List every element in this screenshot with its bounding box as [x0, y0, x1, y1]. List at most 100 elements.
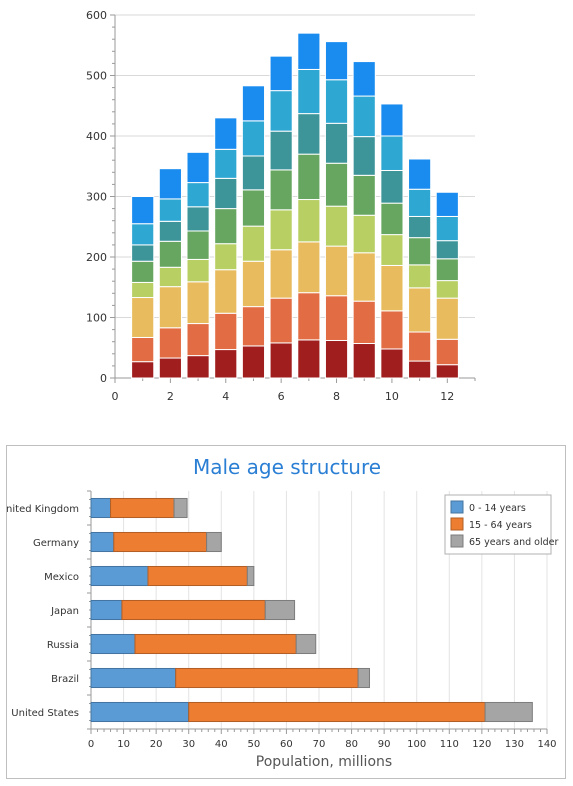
- bar-segment: [110, 497, 175, 519]
- x-tick-label: 110: [440, 739, 459, 750]
- bar-segment: [269, 55, 293, 92]
- bar-segment: [90, 497, 112, 519]
- bar-segment: [158, 240, 182, 268]
- x-tick-label: 120: [472, 739, 491, 750]
- bar-segment: [214, 312, 238, 351]
- bar-segment: [324, 122, 349, 164]
- x-tick-label: 0: [88, 739, 94, 750]
- y-tick-label: 400: [86, 130, 107, 143]
- bar-segment: [158, 198, 182, 222]
- bar-segment: [408, 287, 432, 333]
- x-axis-title: Population, millions: [256, 754, 392, 770]
- x-tick-label: 30: [182, 739, 195, 750]
- bar-segment: [435, 191, 459, 217]
- y-tick-label: 300: [86, 191, 107, 204]
- category-label: Japan: [50, 606, 79, 617]
- bar-segment: [186, 323, 210, 357]
- x-tick-label: 100: [407, 739, 426, 750]
- bar-segment: [435, 240, 459, 260]
- bar-segment: [214, 177, 238, 210]
- bar-segment: [408, 360, 432, 379]
- bar-segment: [158, 266, 182, 288]
- category-label: Mexico: [44, 572, 79, 583]
- bar-segment: [435, 338, 459, 366]
- bar-segment: [435, 215, 459, 242]
- bar-segment: [408, 237, 432, 266]
- bar-segment: [352, 214, 376, 254]
- bar-segment: [241, 85, 266, 122]
- x-tick-label: 50: [247, 739, 260, 750]
- bar-segment: [352, 343, 376, 379]
- x-tick-label: 8: [333, 390, 340, 403]
- bar-segment: [131, 336, 155, 363]
- bar-segment: [269, 130, 293, 171]
- bar-segment: [186, 182, 210, 208]
- bar-segment: [131, 281, 155, 299]
- bar-segment: [131, 196, 155, 225]
- horizontal-stacked-bar-chart: Male age structure 0 10 20 30 40 50 60 70 80 90 100…: [7, 455, 558, 770]
- bar-segment: [90, 667, 177, 689]
- bar-segment: [484, 701, 533, 723]
- bar-segment: [352, 136, 376, 176]
- x-tick-label: 6: [278, 390, 285, 403]
- y-tick-label: 200: [86, 251, 107, 264]
- legend-label: 65 years and older: [469, 537, 558, 548]
- legend-swatch: [450, 534, 464, 548]
- bar-segment: [269, 90, 293, 132]
- bar-segment: [241, 260, 266, 308]
- category-label: United States: [11, 708, 79, 719]
- category-label: Germany: [33, 538, 79, 549]
- bar-segment: [188, 701, 486, 723]
- y-tick-label: 600: [86, 9, 107, 22]
- bar-segment: [131, 244, 155, 262]
- bar-segment: [380, 202, 404, 236]
- bar-segment: [324, 162, 349, 207]
- x-tick-label: 60: [280, 739, 293, 750]
- y-tick-label: 0: [100, 372, 107, 385]
- y-tick-label: 100: [86, 312, 107, 325]
- chart-title: Male age structure: [193, 455, 381, 479]
- bar-segment: [295, 633, 317, 655]
- bar-segment: [134, 633, 297, 655]
- bar-segment: [297, 339, 321, 379]
- bar-segment: [269, 169, 293, 211]
- bar-segment: [158, 168, 182, 200]
- bar-segment: [186, 355, 210, 379]
- bar-segment: [324, 245, 349, 297]
- bar-segment: [90, 565, 149, 587]
- bar-segment: [357, 667, 370, 689]
- bar-segment: [158, 220, 182, 242]
- bar-segment: [352, 95, 376, 138]
- bar-segment: [186, 151, 210, 184]
- bar-segment: [158, 357, 182, 379]
- bar-segment: [297, 292, 321, 341]
- legend-swatch: [450, 500, 464, 514]
- bar-segment: [297, 113, 321, 155]
- bar-segment: [297, 199, 321, 243]
- bar-segment: [241, 120, 266, 157]
- legend-label: 0 - 14 years: [469, 503, 526, 514]
- bar-segment: [352, 300, 376, 345]
- bar-segment: [269, 297, 293, 344]
- x-tick-label: 90: [378, 739, 391, 750]
- category-label: United Kingdom: [7, 504, 79, 515]
- bar-segment: [90, 599, 123, 621]
- bar-segment: [214, 148, 238, 179]
- bar-segment: [435, 280, 459, 299]
- x-tick-label: 140: [537, 739, 556, 750]
- male-age-structure-panel: Male age structure 0 10 20 30 40 50 60 70 80 90 100…: [6, 445, 566, 779]
- bar-segment: [214, 243, 238, 271]
- bar-segment: [264, 599, 296, 621]
- bar-segment: [214, 208, 238, 245]
- bar-segment: [113, 531, 208, 553]
- x-tick-label: 20: [150, 739, 163, 750]
- category-label: Brazil: [51, 674, 79, 685]
- bar-segment: [380, 310, 404, 350]
- bar-segment: [297, 68, 321, 115]
- bar-segment: [241, 306, 266, 347]
- bar-segment: [90, 633, 136, 655]
- bar-segment: [269, 342, 293, 379]
- bar-segment: [324, 79, 349, 124]
- legend-label: 15 - 64 years: [469, 520, 532, 531]
- bar-segment: [214, 269, 238, 314]
